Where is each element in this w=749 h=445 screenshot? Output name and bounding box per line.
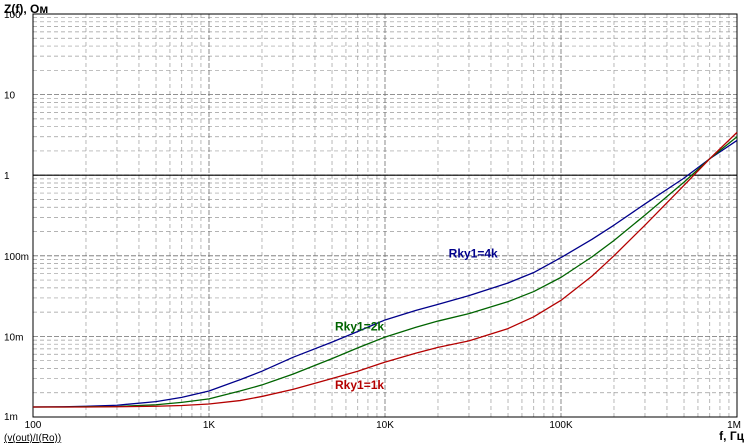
x-tick-label: 1M bbox=[727, 420, 741, 431]
series-line-2 bbox=[33, 136, 738, 408]
grid bbox=[32, 13, 738, 418]
series-layer bbox=[32, 131, 738, 408]
trace-expression: (v(out)/I(Ro)) bbox=[4, 433, 61, 444]
y-tick-label: 100 bbox=[4, 10, 21, 21]
series-labels: Rky1=4k Rky1=2k Rky1=1k bbox=[335, 247, 498, 392]
y-axis-title: Z(f), Ом bbox=[4, 2, 48, 16]
series-line-3 bbox=[33, 131, 738, 408]
x-tick-label: 1K bbox=[203, 420, 216, 431]
series-line-1 bbox=[32, 139, 738, 408]
x-tick-label: 100K bbox=[549, 420, 573, 431]
series-label-2: Rky1=2k bbox=[335, 320, 384, 334]
x-axis-title: f, Гц bbox=[719, 429, 744, 443]
x-tick-label: 10K bbox=[376, 420, 394, 431]
y-tick-label: 1m bbox=[4, 412, 18, 423]
x-tick-label: 100 bbox=[25, 420, 42, 431]
y-tick-label: 10m bbox=[4, 332, 23, 343]
plot-frame bbox=[32, 13, 738, 418]
y-tick-label: 10 bbox=[4, 91, 16, 102]
series-label-3: Rky1=1k bbox=[335, 378, 384, 392]
series-label-1: Rky1=4k bbox=[449, 247, 498, 261]
tick-labels: 100 1K 10K 100K 1M 1m 10m 100m 1 10 100 bbox=[4, 10, 741, 431]
y-tick-label: 100m bbox=[4, 252, 29, 263]
y-tick-label: 1 bbox=[4, 171, 10, 182]
